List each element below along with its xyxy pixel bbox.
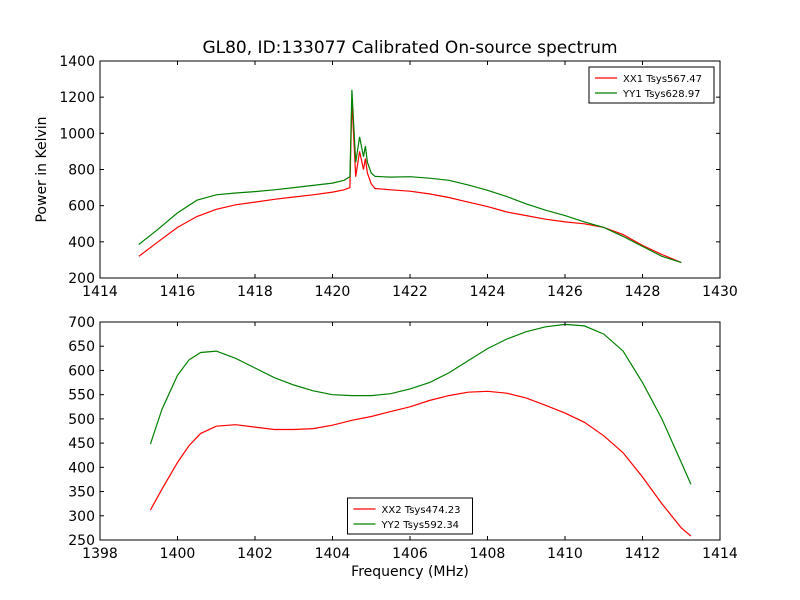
bottom-x-tick-label: 1410 — [547, 546, 583, 562]
bottom-y-tick-label: 250 — [68, 533, 95, 549]
bottom-x-tick-label: 1406 — [392, 546, 428, 562]
bottom-x-tick-label: 1400 — [160, 546, 196, 562]
bottom-y-tick-label: 400 — [68, 460, 95, 476]
top-subplot: 1414 1416 1418 1420 1422 1424 1426 1428 1430 200 4… — [34, 54, 738, 300]
top-legend: XX1 Tsys567.47 YY1 Tsys628.97 — [588, 66, 715, 104]
top-legend-box — [588, 66, 715, 104]
bottom-y-tick-label: 300 — [68, 509, 95, 525]
top-y-tick-label: 600 — [68, 199, 95, 215]
bottom-y-tick-label: 500 — [68, 412, 95, 428]
top-series-line-0 — [138, 100, 682, 264]
top-x-tick-label: 1418 — [237, 284, 273, 300]
top-y-tick-label: 1200 — [59, 90, 95, 106]
bottom-y-tick-label: 550 — [68, 388, 95, 404]
bottom-legend-box — [347, 497, 473, 535]
bottom-subplot: 1398 1400 1402 1404 1406 1408 1410 1412 1414 250 3… — [68, 315, 738, 580]
bottom-y-tick-label: 650 — [68, 339, 95, 355]
top-series-line-1 — [138, 89, 682, 264]
top-x-tick-label: 1430 — [702, 284, 738, 300]
bottom-x-axis-label: Frequency (MHz) — [351, 564, 469, 580]
top-legend-entry-1: YY1 Tsys628.97 — [622, 89, 701, 100]
top-x-tick-label: 1422 — [392, 284, 428, 300]
bottom-legend-entry-1: YY2 Tsys592.34 — [381, 520, 460, 531]
bottom-x-tick-label: 1412 — [625, 546, 661, 562]
bottom-series-line-0 — [149, 390, 692, 537]
top-y-tick-label: 1400 — [59, 54, 95, 70]
bottom-legend-entry-0: XX2 Tsys474.23 — [382, 505, 461, 516]
top-legend-entry-0: XX1 Tsys567.47 — [623, 74, 702, 85]
top-y-tick-label: 200 — [68, 271, 95, 287]
bottom-x-tick-label: 1402 — [237, 546, 273, 562]
bottom-x-tick-label: 1414 — [702, 546, 738, 562]
bottom-legend: XX2 Tsys474.23 YY2 Tsys592.34 — [347, 497, 473, 535]
top-y-tick-label: 400 — [68, 235, 95, 251]
bottom-x-tick-label: 1398 — [82, 546, 118, 562]
bottom-y-tick-label: 600 — [68, 363, 95, 379]
bottom-y-tick-label: 700 — [68, 315, 95, 331]
top-y-tick-label: 1000 — [59, 126, 95, 142]
top-x-tick-label: 1420 — [315, 284, 351, 300]
bottom-series-line-1 — [149, 323, 692, 485]
top-x-tick-label: 1428 — [625, 284, 661, 300]
chart-title: GL80, ID:133077 Calibrated On-source spe… — [202, 38, 617, 58]
top-x-tick-label: 1424 — [470, 284, 506, 300]
top-x-tick-label: 1416 — [160, 284, 196, 300]
top-y-tick-label: 800 — [68, 163, 95, 179]
bottom-x-tick-label: 1404 — [315, 546, 351, 562]
bottom-y-tick-label: 350 — [68, 485, 95, 501]
top-x-tick-label: 1414 — [82, 284, 118, 300]
top-y-axis-label: Power in Kelvin — [34, 116, 50, 222]
bottom-x-tick-label: 1408 — [470, 546, 506, 562]
bottom-y-tick-label: 450 — [68, 436, 95, 452]
top-x-tick-label: 1426 — [547, 284, 583, 300]
